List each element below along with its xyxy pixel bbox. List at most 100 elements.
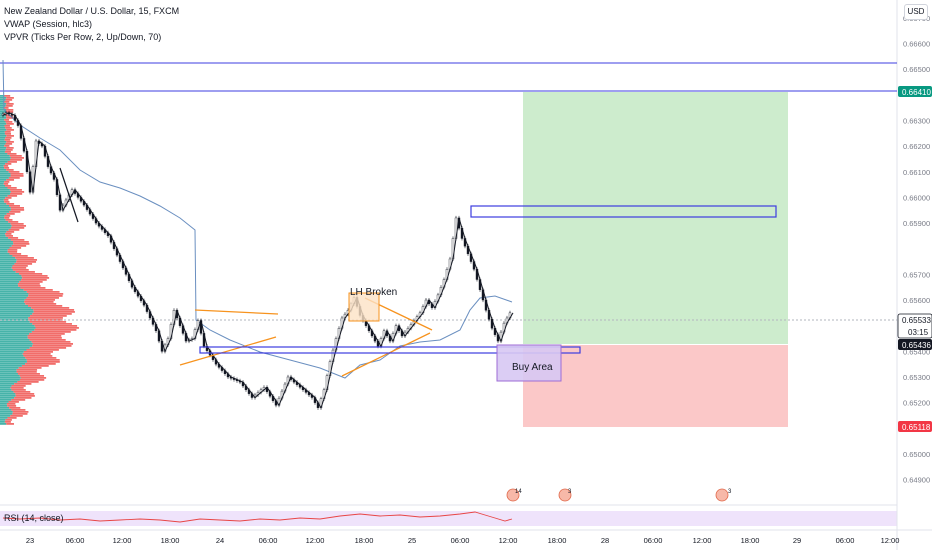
vpvr-bar-down [6, 141, 14, 143]
vwap-legend[interactable]: VWAP (Session, hlc3) [4, 19, 93, 29]
vpvr-bar-down [16, 261, 37, 263]
buy-area-box[interactable] [496, 344, 562, 382]
vpvr-bar-down [20, 377, 47, 379]
vpvr-bar-down [4, 119, 10, 121]
vpvr-bar-down [4, 217, 10, 219]
vpvr-bar-down [5, 185, 12, 187]
vpvr-bar-down [30, 315, 67, 317]
vpvr-bar-down [28, 317, 63, 319]
vpvr-bar-up [0, 227, 11, 229]
resistance-zone-rectangle[interactable] [470, 205, 777, 218]
vpvr-bar-down [5, 197, 12, 199]
vpvr-bar-down [33, 309, 75, 311]
vpvr-bar-down [5, 121, 13, 123]
symbol-title[interactable]: New Zealand Dollar / U.S. Dollar, 15, FX… [4, 6, 180, 16]
event-icon-1[interactable]: 14 [506, 488, 522, 502]
vpvr-bar-up [0, 285, 19, 287]
vpvr-bar-down [3, 165, 9, 167]
vpvr-bar-down [5, 127, 12, 129]
trendline-lower-2[interactable] [341, 332, 431, 377]
bar-countdown: 03:15 [908, 328, 929, 337]
vpvr-bar-up [0, 355, 24, 357]
vpvr-bar-down [9, 211, 21, 213]
vpvr-bar-up [0, 381, 18, 383]
time-tick-label: 18:00 [548, 536, 567, 545]
vpvr-bar-up [0, 353, 23, 355]
trendline-lower-1[interactable] [179, 336, 277, 366]
vpvr-bar-up [0, 183, 4, 185]
vpvr-bar-up [0, 349, 27, 351]
chart-legend: New Zealand Dollar / U.S. Dollar, 15, FX… [4, 5, 179, 44]
vpvr-bar-down [24, 301, 54, 303]
vpvr-bar-down [11, 267, 27, 269]
vpvr-bar-up [0, 347, 30, 349]
vpvr-bar-down [10, 157, 25, 159]
time-tick-label: 18:00 [161, 536, 180, 545]
vpvr-bar-up [0, 287, 21, 289]
vpvr-legend[interactable]: VPVR (Ticks Per Row, 2, Up/Down, 70) [4, 32, 162, 42]
vpvr-bar-down [13, 243, 30, 245]
vpvr-bar-down [27, 337, 62, 339]
price-tick-label: 0.65300 [903, 373, 930, 382]
svg-text:0.66410: 0.66410 [902, 88, 931, 97]
vpvr-bar-down [9, 253, 22, 255]
vpvr-bar-down [9, 189, 22, 191]
vpvr-bar-down [19, 379, 45, 381]
vpvr-bar-down [34, 325, 78, 327]
time-tick-label: 12:00 [881, 536, 900, 545]
trendline-drop[interactable] [59, 167, 79, 223]
support-zone-rectangle[interactable] [199, 346, 581, 354]
vpvr-bar-up [0, 315, 31, 317]
vpvr-bar-down [6, 423, 14, 425]
time-tick-label: 12:00 [499, 536, 518, 545]
long-position-profit-zone[interactable] [523, 92, 788, 344]
lh-broken-box[interactable] [348, 292, 380, 322]
vpvr-bar-up [0, 257, 16, 259]
time-axis[interactable]: 23 06:00 12:00 18:00 24 06:00 12:00 18:00 25 06:0… [26, 536, 900, 545]
event-icon-2[interactable]: 3 [558, 488, 572, 502]
vpvr-bar-up [0, 171, 9, 173]
vpvr-bar-down [3, 199, 9, 201]
vpvr-bar-down [29, 339, 66, 341]
vpvr-bar-up [0, 101, 5, 103]
vpvr-bar-up [0, 337, 28, 339]
vpvr-bar-down [8, 205, 20, 207]
vpvr-bar-down [26, 297, 59, 299]
vpvr-bar-up [0, 351, 24, 353]
vpvr-bar-up [0, 313, 33, 315]
vpvr-bar-up [0, 163, 6, 165]
vpvr-bar-up [0, 279, 22, 281]
vpvr-bar-down [5, 143, 13, 145]
svg-text:0.65533: 0.65533 [902, 316, 931, 325]
time-tick-label: 06:00 [259, 536, 278, 545]
vpvr-bar-down [14, 263, 33, 265]
vpvr-bar-down [8, 171, 20, 173]
vpvr-bar-down [10, 173, 24, 175]
event-icon-3[interactable]: 3 [715, 488, 732, 502]
currency-label[interactable]: USD [904, 4, 928, 20]
vpvr-bar-up [0, 387, 11, 389]
vpvr-bar-up [0, 395, 16, 397]
vpvr-bar-up [0, 177, 9, 179]
vpvr-bar-up [0, 283, 18, 285]
vpvr-bar-up [0, 191, 11, 193]
vpvr-bar-down [29, 321, 67, 323]
vpvr-bar-up [0, 143, 6, 145]
price-axis[interactable]: 0.667000.666000.665000.663000.662000.661… [903, 14, 930, 485]
rsi-legend[interactable]: RSI (14, close) [4, 513, 64, 523]
vpvr-bar-up [0, 187, 8, 189]
vpvr-bar-up [0, 215, 5, 217]
vpvr-bar-up [0, 419, 6, 421]
trendline-upper-1[interactable] [194, 309, 279, 315]
vpvr-bar-down [5, 137, 12, 139]
vpvr-bar-up [0, 103, 7, 105]
vpvr-bar-up [0, 231, 7, 233]
vpvr-bar-down [22, 353, 51, 355]
long-position-loss-zone[interactable] [523, 345, 788, 427]
vpvr-bar-down [32, 313, 72, 315]
vpvr-bar-down [27, 335, 62, 337]
vpvr-bar-down [29, 347, 67, 349]
time-tick-label: 12:00 [693, 536, 712, 545]
